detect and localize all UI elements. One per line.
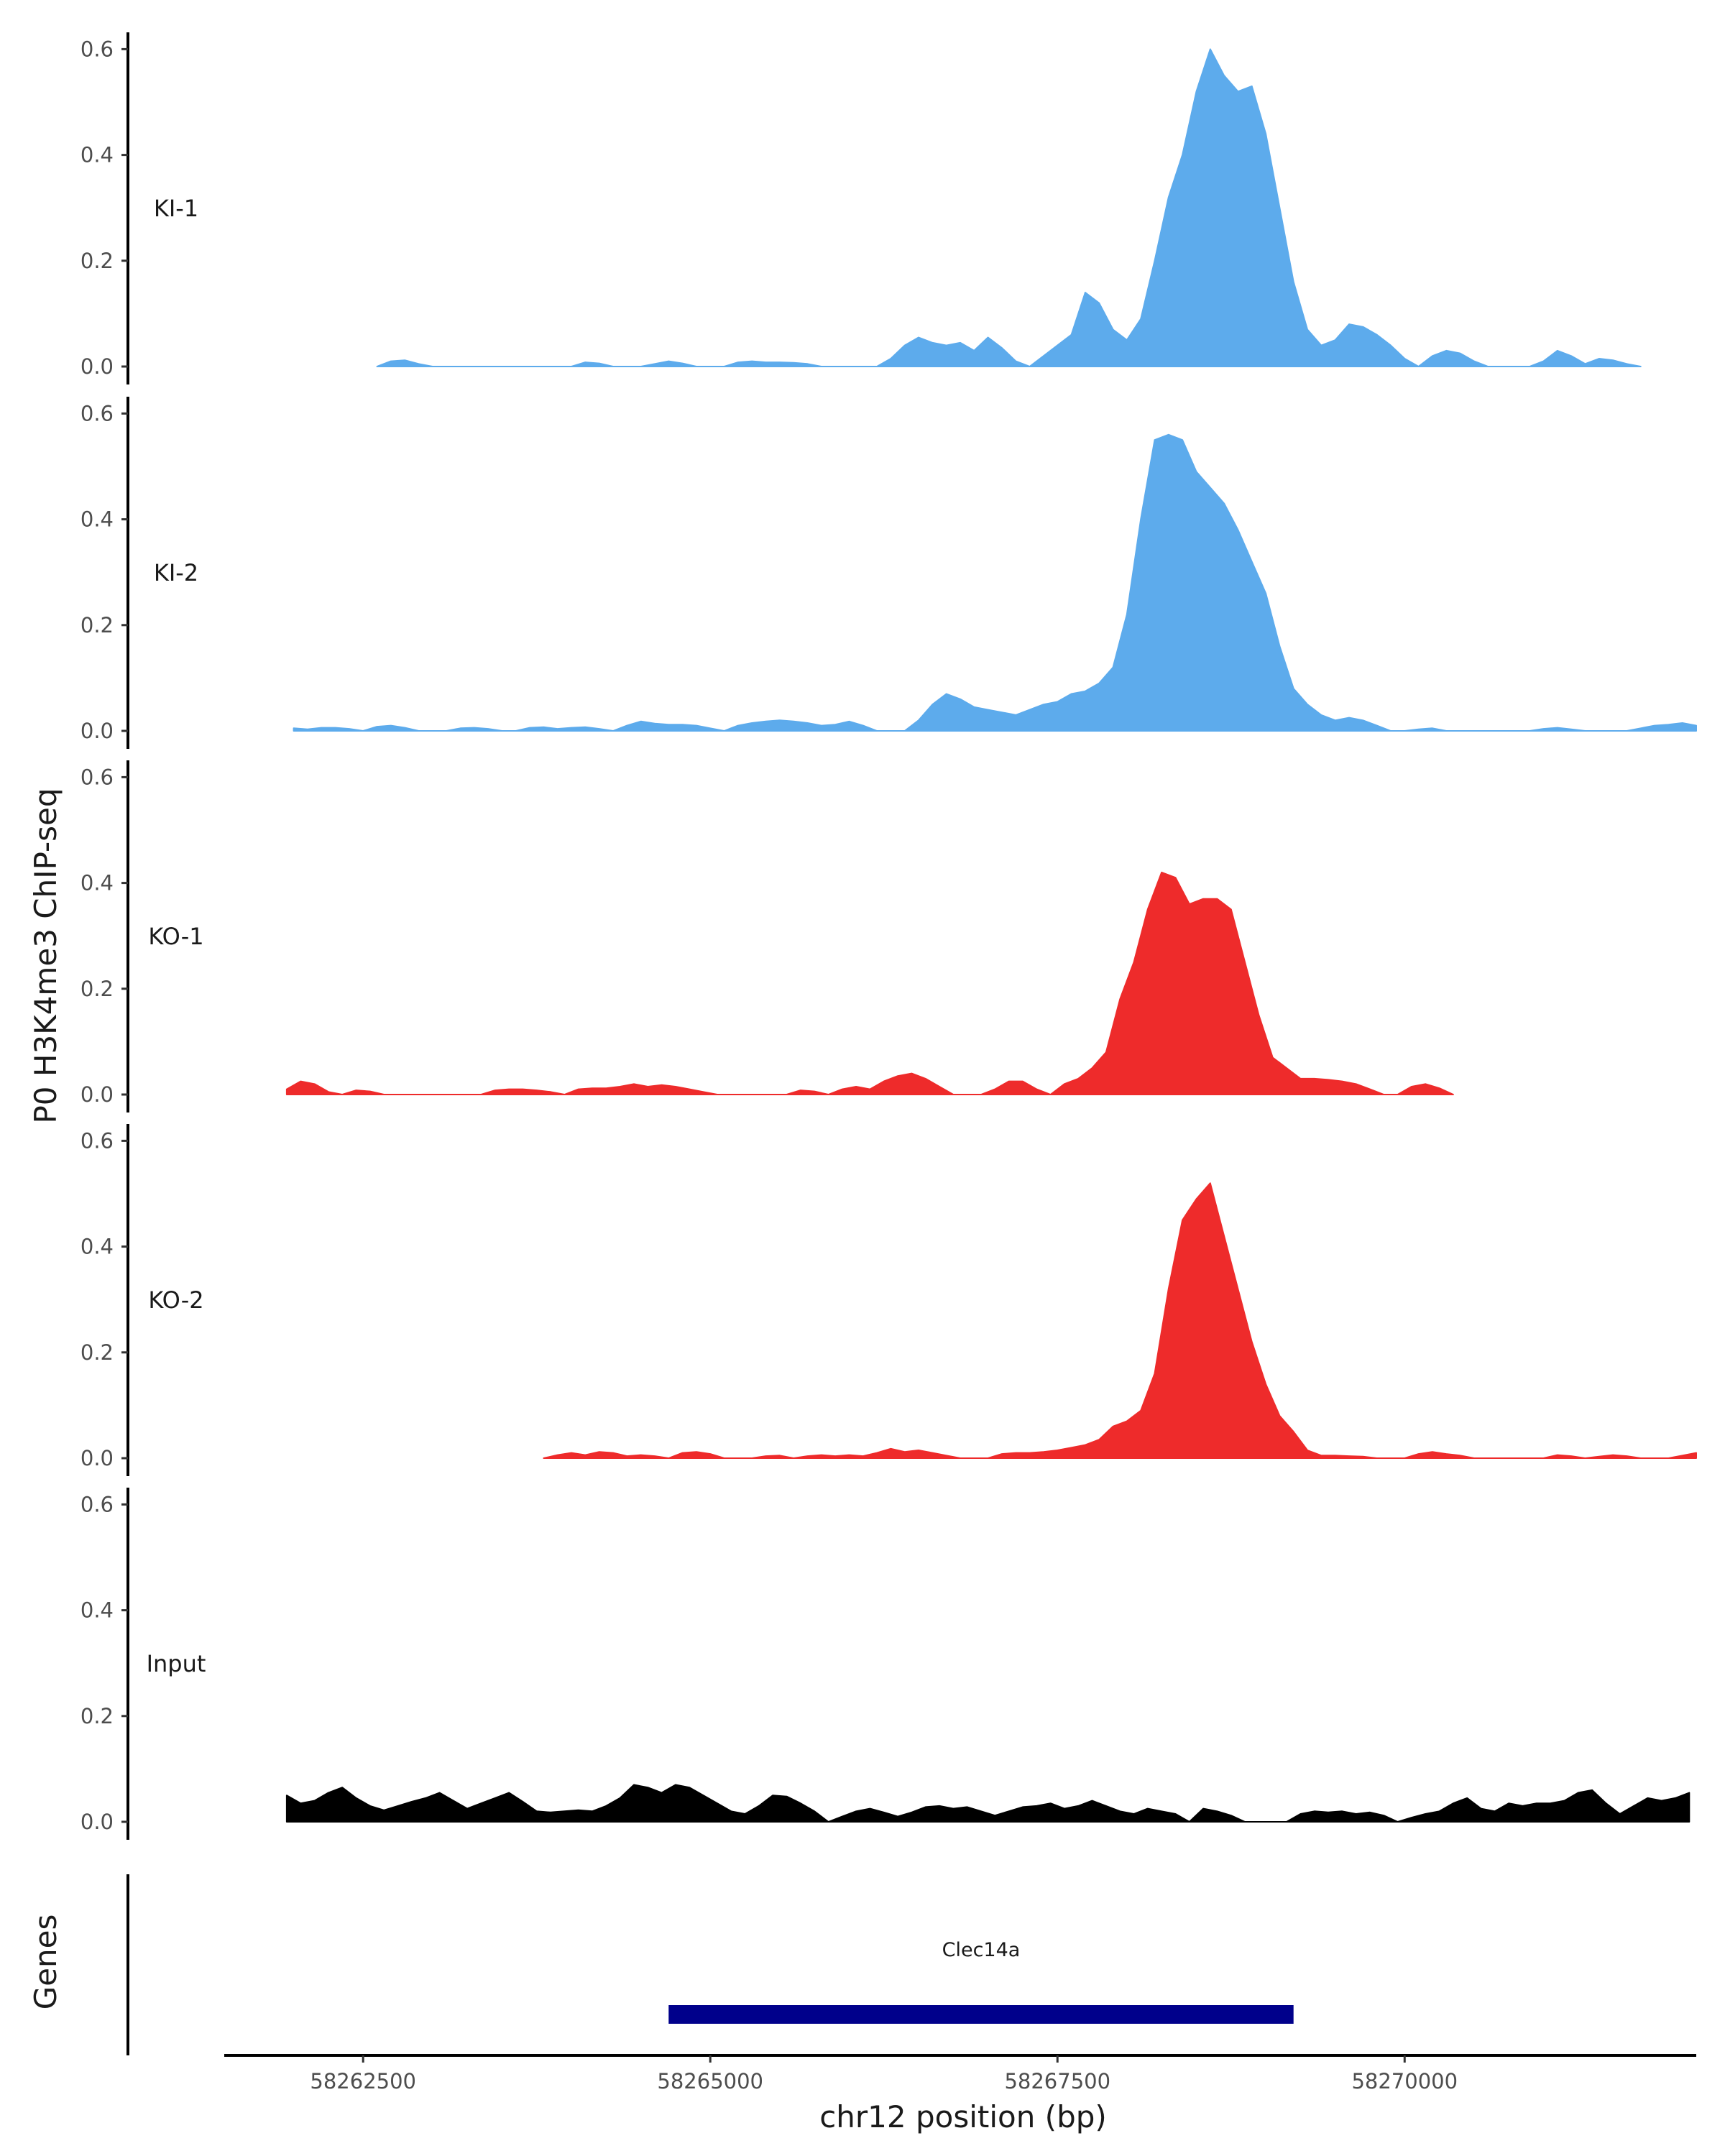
y-tick-label: 0.0 — [80, 1082, 114, 1107]
signal-area-ki-2 — [293, 433, 1697, 732]
y-tick-label: 0.4 — [80, 1598, 114, 1623]
track-panel-input: 0.0 0.2 0.4 0.6 Input — [80, 1488, 1690, 1840]
track-label: KI-2 — [154, 559, 198, 586]
y-tick-label: 0.2 — [80, 1340, 114, 1365]
signal-area-ko-2 — [543, 1182, 1697, 1459]
x-tick-label: 58262500 — [310, 2069, 416, 2093]
y-tick-label: 0.0 — [80, 1810, 114, 1834]
signal-area-ki-1 — [376, 48, 1642, 367]
x-axis-title: chr12 position (bp) — [819, 2099, 1107, 2134]
y-tick-label: 0.2 — [80, 977, 114, 1001]
x-tick-label: 58270000 — [1351, 2069, 1458, 2093]
y-tick-label: 0.2 — [80, 1704, 114, 1728]
gene-label: Clec14a — [942, 1939, 1021, 1961]
x-tick-label: 58267500 — [1004, 2069, 1110, 2093]
y-tick-label: 0.6 — [80, 765, 114, 789]
track-panel-ki-2: 0.0 0.2 0.4 0.6 KI-2 — [80, 397, 1697, 749]
genes-panel: Clec14a — [126, 1874, 1294, 2055]
track-panel-ki-1: 0.0 0.2 0.4 0.6 KI-1 — [80, 32, 1642, 384]
x-axis: 58262500 58265000 58267500 58270000 — [224, 2054, 1696, 2093]
track-label: Input — [147, 1650, 206, 1677]
y-tick-label: 0.6 — [80, 1492, 114, 1516]
y-tick-label: 0.0 — [80, 719, 114, 743]
y-tick-label: 0.2 — [80, 613, 114, 637]
signal-area-input — [285, 1784, 1690, 1823]
y-tick-label: 0.6 — [80, 401, 114, 425]
y-axis-title: P0 H3K4me3 ChIP-seq — [28, 788, 63, 1123]
y-tick-label: 0.4 — [80, 871, 114, 895]
track-label: KO-1 — [148, 923, 203, 950]
y-tick-label: 0.0 — [80, 354, 114, 379]
track-panel-ko-2: 0.0 0.2 0.4 0.6 KO-2 — [80, 1124, 1697, 1476]
signal-area-ko-1 — [285, 871, 1454, 1095]
track-panel-ko-1: 0.0 0.2 0.4 0.6 KO-1 — [80, 760, 1454, 1112]
y-tick-label: 0.6 — [80, 37, 114, 61]
gene-bar — [668, 2005, 1294, 2024]
y-tick-label: 0.4 — [80, 143, 114, 167]
y-tick-label: 0.2 — [80, 249, 114, 273]
genes-axis-title: Genes — [28, 1915, 63, 2010]
y-tick-label: 0.6 — [80, 1128, 114, 1153]
y-tick-label: 0.0 — [80, 1446, 114, 1470]
track-label: KI-1 — [154, 195, 198, 222]
x-tick-label: 58265000 — [657, 2069, 763, 2093]
tracks-layer: 0.00.20.40.6KI-10.00.20.40.6KI-20.00.20.… — [80, 32, 1697, 1840]
y-tick-label: 0.4 — [80, 1235, 114, 1259]
track-label: KO-2 — [148, 1286, 203, 1314]
y-tick-label: 0.4 — [80, 507, 114, 532]
